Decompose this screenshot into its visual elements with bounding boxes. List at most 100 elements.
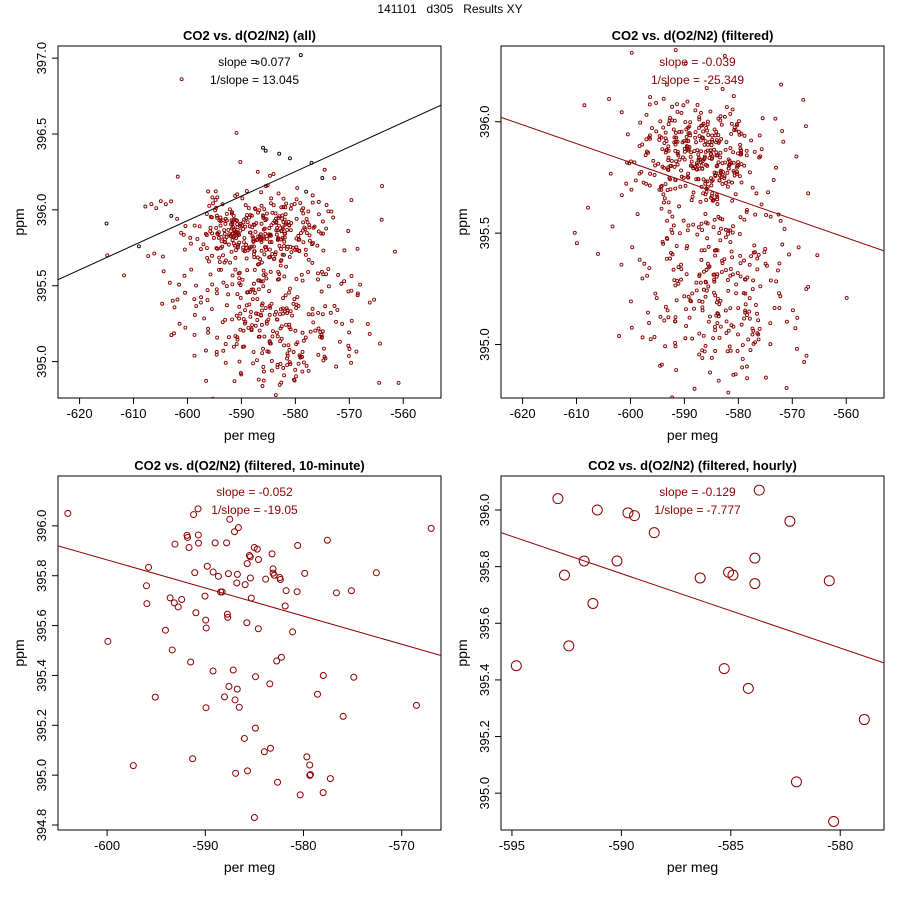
data-point [203,348,208,353]
data-point [238,327,243,332]
data-point [652,173,657,177]
data-point [268,305,273,310]
data-point [744,207,749,212]
data-point [306,209,311,214]
data-point [676,153,681,158]
data-point [262,334,267,339]
data-point [707,140,712,145]
data-point [214,213,219,218]
data-point [261,378,266,383]
data-point [757,326,762,331]
data-point [263,148,268,153]
data-point [306,270,311,274]
data-point [326,209,331,214]
data-point [202,624,210,632]
data-point [339,712,347,720]
data-point [331,215,336,220]
data-point [234,342,239,346]
data-point [233,217,238,222]
data-point [699,257,704,262]
data-point [232,769,240,777]
data-point [223,240,228,245]
data-point [269,301,274,306]
data-point [710,156,714,161]
data-point [630,245,635,250]
slope-annotation: slope = -0.129 [659,485,736,499]
data-point [700,308,705,313]
data-point [204,212,209,216]
data-point [223,539,231,547]
x-tick-label: -590 [608,838,634,853]
y-tick-label: 395.2 [34,709,49,742]
data-point [259,239,264,244]
data-point [252,673,260,681]
data-point [268,201,273,206]
data-point [263,272,268,277]
data-point [329,209,334,214]
data-point [252,222,257,227]
data-point [635,212,640,217]
data-point [259,303,264,308]
data-point [171,540,179,548]
slope-annotation: slope = -0.052 [216,485,293,499]
data-point [319,789,327,797]
data-point [283,222,288,227]
data-point [790,308,795,313]
data-point [633,178,638,183]
data-point [795,315,800,320]
y-tick-label: 396.5 [34,118,49,151]
data-point [728,228,733,233]
data-point [288,309,293,314]
data-point [275,365,280,370]
data-point [306,368,311,373]
data-point [194,531,202,539]
data-point [742,163,747,168]
data-point [271,172,276,176]
data-point [696,177,701,182]
data-point [723,235,728,240]
data-point [668,164,673,168]
data-point [696,225,701,230]
data-point [730,255,735,260]
data-point [241,227,246,231]
data-point [243,619,251,627]
x-tick-label: -590 [192,838,218,853]
data-point [255,358,259,363]
data-point [272,256,277,261]
data-point [743,308,748,313]
data-point [694,161,699,166]
data-point [599,399,602,402]
data-point [342,279,347,284]
data-point [773,116,778,121]
data-point [673,130,678,135]
data-point [282,217,287,222]
data-point [246,325,251,330]
data-point [727,162,732,167]
data-point [208,229,213,234]
data-point [247,230,252,235]
data-point [175,216,180,221]
data-point [280,306,285,311]
data-point [684,272,689,277]
data-point [703,211,708,216]
data-point [240,344,245,349]
data-point [699,248,704,253]
data-point [739,162,744,167]
data-point [286,219,291,224]
data-point [748,348,753,353]
data-point [747,309,752,314]
data-point [629,510,640,522]
data-point [282,373,287,378]
data-point [303,753,311,761]
data-point [716,133,721,138]
data-point [693,108,698,113]
data-point [195,237,200,241]
data-point [279,247,283,251]
data-point [285,356,289,361]
data-point [224,284,229,289]
data-point [208,272,213,277]
data-point [304,217,309,222]
data-point [319,332,324,337]
data-point [771,177,776,182]
data-point [684,246,689,251]
